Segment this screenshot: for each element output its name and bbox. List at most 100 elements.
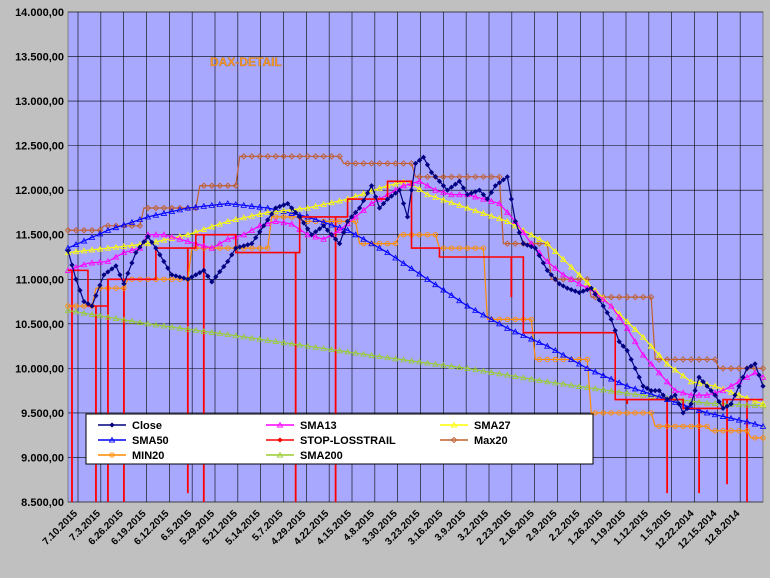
data-point	[583, 384, 591, 390]
data-point	[240, 153, 247, 160]
data-point	[599, 295, 607, 302]
data-point	[296, 341, 303, 348]
legend-label: SMA50	[132, 435, 169, 447]
data-point	[520, 241, 526, 247]
data-point	[672, 392, 678, 398]
data-point	[639, 293, 647, 301]
data-point	[639, 391, 647, 398]
data-point	[208, 223, 216, 230]
data-point	[80, 247, 88, 254]
data-point	[197, 269, 203, 276]
data-point	[728, 401, 734, 407]
y-tick-label: 11.000,00	[16, 274, 64, 286]
data-point	[72, 241, 80, 248]
data-point	[128, 222, 136, 230]
data-point	[416, 157, 423, 163]
data-point	[384, 354, 391, 361]
data-point	[408, 357, 415, 364]
data-point	[448, 362, 455, 369]
data-point	[663, 378, 671, 385]
data-point	[560, 276, 567, 283]
data-point	[719, 413, 727, 419]
series-line	[67, 180, 764, 405]
data-point	[452, 181, 459, 187]
data-point	[168, 208, 176, 215]
data-point	[496, 173, 503, 181]
data-point	[240, 201, 248, 208]
data-point	[264, 220, 271, 227]
data-point	[96, 258, 104, 265]
data-point	[528, 231, 535, 238]
data-point	[472, 207, 479, 214]
data-point	[200, 182, 208, 189]
data-point	[575, 280, 583, 287]
data-point	[432, 281, 439, 288]
data-point	[540, 260, 546, 266]
data-point	[97, 282, 103, 288]
data-point	[504, 324, 511, 331]
data-point	[440, 196, 447, 203]
data-point	[424, 275, 431, 282]
data-point	[711, 411, 719, 418]
data-point	[257, 229, 263, 235]
data-point	[352, 209, 359, 216]
data-point	[73, 276, 79, 282]
data-point	[655, 356, 663, 363]
data-point	[93, 293, 99, 299]
data-point	[456, 201, 463, 208]
y-tick-label: 9.000,00	[21, 452, 64, 464]
data-point	[496, 200, 503, 207]
series-sma13	[64, 177, 767, 398]
data-point	[248, 334, 256, 341]
data-point	[232, 332, 240, 339]
data-point	[248, 212, 256, 219]
data-point	[400, 182, 407, 189]
series-line	[67, 180, 764, 396]
data-point	[120, 249, 128, 256]
data-point	[277, 203, 283, 210]
data-point	[512, 328, 519, 335]
data-point	[496, 180, 502, 186]
data-point	[296, 205, 303, 212]
data-point	[408, 265, 415, 272]
data-point	[368, 160, 375, 167]
data-point	[264, 336, 271, 343]
data-point	[248, 226, 256, 233]
data-point	[620, 343, 626, 349]
legend-label: Max20	[474, 435, 508, 447]
data-point	[607, 387, 615, 394]
data-point	[496, 215, 503, 222]
data-point	[328, 218, 335, 225]
series-sma50	[64, 200, 767, 429]
data-point	[532, 245, 538, 251]
data-point	[632, 410, 638, 416]
data-point	[189, 274, 195, 280]
data-point	[456, 363, 463, 370]
data-point	[384, 240, 391, 247]
data-point	[360, 206, 367, 213]
data-point	[96, 230, 104, 237]
data-point	[528, 244, 534, 250]
data-point	[128, 317, 136, 324]
data-point	[136, 216, 144, 223]
data-point	[104, 258, 112, 264]
data-point	[752, 435, 758, 441]
data-point	[136, 319, 144, 325]
data-point	[193, 272, 199, 278]
legend-box	[85, 413, 594, 465]
data-point	[232, 216, 240, 223]
data-point	[488, 173, 495, 181]
data-point	[209, 279, 215, 285]
data-point	[440, 183, 447, 189]
data-point	[141, 239, 147, 245]
data-point	[735, 391, 743, 398]
data-point	[536, 356, 542, 363]
data-point	[727, 365, 735, 372]
data-point	[256, 203, 264, 210]
data-point	[176, 324, 184, 331]
data-point	[328, 153, 335, 160]
data-point	[639, 388, 647, 395]
data-point	[253, 235, 259, 241]
series-line	[68, 180, 763, 410]
data-point	[81, 298, 87, 305]
